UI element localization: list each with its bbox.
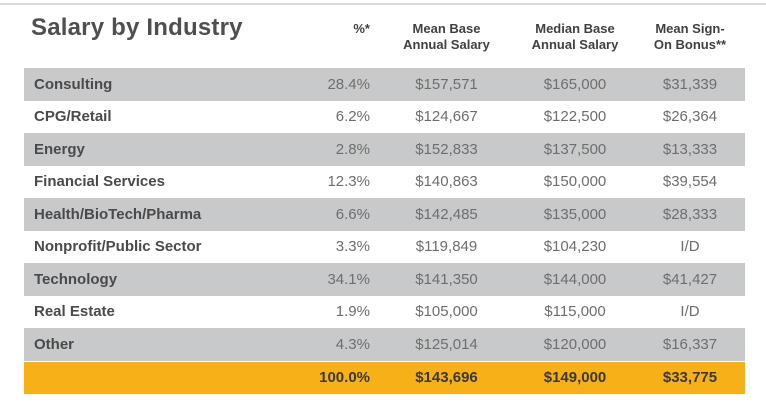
percent-cell: 12.3%	[327, 173, 370, 191]
column-header-mean-base-line2: Annual Salary	[403, 37, 490, 52]
total-mean-base-cell: $143,696	[415, 369, 478, 387]
page-title: Salary by Industry	[31, 14, 243, 41]
bonus-cell: $28,333	[662, 205, 718, 223]
percent-cell: 4.3%	[335, 335, 370, 353]
mean-base-cell: $119,849	[415, 238, 478, 256]
bonus-cell: $13,333	[662, 140, 718, 158]
column-header-percent-label: %*	[353, 21, 370, 36]
top-divider-rule	[0, 3, 766, 5]
table-row-other: Other 4.3% $125,014 $120,000 $16,337	[24, 328, 745, 361]
median-base-cell: $104,230	[543, 238, 607, 256]
percent-cell: 34.1%	[327, 270, 370, 288]
bonus-cell: $16,337	[662, 335, 718, 353]
mean-base-cell: $125,014	[415, 335, 478, 353]
mean-base-cell: $140,863	[415, 173, 478, 191]
table-row-financial-services: Financial Services 12.3% $140,863 $150,0…	[24, 165, 745, 198]
percent-cell: 6.6%	[335, 205, 370, 223]
table-row-real-estate: Real Estate 1.9% $105,000 $115,000 I/D	[24, 295, 745, 328]
bonus-cell: $41,427	[662, 270, 718, 288]
column-header-median-base-line2: Annual Salary	[531, 37, 619, 52]
column-header-sign-on-bonus-line2: On Bonus**	[653, 37, 727, 52]
median-base-cell: $135,000	[543, 205, 607, 223]
table-row-total: 100.0% $143,696 $149,000 $33,775	[24, 360, 745, 394]
table-row-health-biotech-pharma: Health/BioTech/Pharma 6.6% $142,485 $135…	[24, 198, 745, 231]
table-row-nonprofit-public-sector: Nonprofit/Public Sector 3.3% $119,849 $1…	[24, 230, 745, 263]
total-bonus-cell: $33,775	[662, 369, 718, 387]
median-base-cell: $137,500	[543, 140, 607, 158]
mean-base-cell: $124,667	[415, 108, 478, 126]
column-header-mean-base: Mean Base Annual Salary	[378, 0, 515, 68]
median-base-cell: $150,000	[543, 173, 607, 191]
bonus-cell: $26,364	[662, 108, 718, 126]
industry-cell: Financial Services	[34, 173, 165, 191]
industry-cell: Energy	[34, 140, 85, 158]
column-header-sign-on-bonus-line1: Mean Sign-	[655, 21, 725, 36]
industry-cell: Other	[34, 335, 75, 353]
industry-cell: Health/BioTech/Pharma	[34, 205, 202, 223]
bonus-cell: I/D	[680, 238, 700, 256]
mean-base-cell: $141,350	[415, 270, 478, 288]
table-row-technology: Technology 34.1% $141,350 $144,000 $41,4…	[24, 263, 745, 296]
column-header-sign-on-bonus: Mean Sign- On Bonus**	[635, 0, 745, 68]
percent-cell: 2.8%	[335, 140, 370, 158]
mean-base-cell: $105,000	[415, 303, 478, 321]
industry-cell: CPG/Retail	[34, 108, 112, 126]
table-row-consulting: Consulting 28.4% $157,571 $165,000 $31,3…	[24, 68, 745, 101]
percent-cell: 6.2%	[335, 108, 370, 126]
column-header-percent: %*	[260, 0, 378, 68]
median-base-cell: $120,000	[543, 335, 607, 353]
median-base-cell: $122,500	[543, 108, 607, 126]
bonus-cell: I/D	[680, 303, 700, 321]
mean-base-cell: $152,833	[415, 140, 478, 158]
industry-cell: Nonprofit/Public Sector	[34, 238, 202, 256]
median-base-cell: $144,000	[543, 270, 607, 288]
bonus-cell: $31,339	[662, 75, 718, 93]
percent-cell: 28.4%	[327, 75, 370, 93]
column-header-mean-base-line1: Mean Base	[412, 21, 481, 36]
column-header-median-base-line1: Median Base	[535, 21, 615, 36]
industry-cell: Technology	[34, 270, 118, 288]
industry-cell: Real Estate	[34, 303, 115, 321]
bonus-cell: $39,554	[662, 173, 718, 191]
total-percent-cell: 100.0%	[319, 369, 370, 387]
mean-base-cell: $157,571	[415, 75, 478, 93]
table-row-energy: Energy 2.8% $152,833 $137,500 $13,333	[24, 133, 745, 166]
industry-cell: Consulting	[34, 75, 113, 93]
salary-table-body: Consulting 28.4% $157,571 $165,000 $31,3…	[24, 68, 745, 394]
percent-cell: 3.3%	[335, 238, 370, 256]
column-header-median-base: Median Base Annual Salary	[515, 0, 635, 68]
median-base-cell: $165,000	[543, 75, 607, 93]
median-base-cell: $115,000	[544, 303, 606, 321]
table-row-cpg-retail: CPG/Retail 6.2% $124,667 $122,500 $26,36…	[24, 100, 745, 133]
mean-base-cell: $142,485	[415, 205, 478, 223]
percent-cell: 1.9%	[335, 303, 370, 321]
total-median-base-cell: $149,000	[543, 369, 607, 387]
table-header: Salary by Industry %* Mean Base Annual S…	[24, 0, 745, 68]
